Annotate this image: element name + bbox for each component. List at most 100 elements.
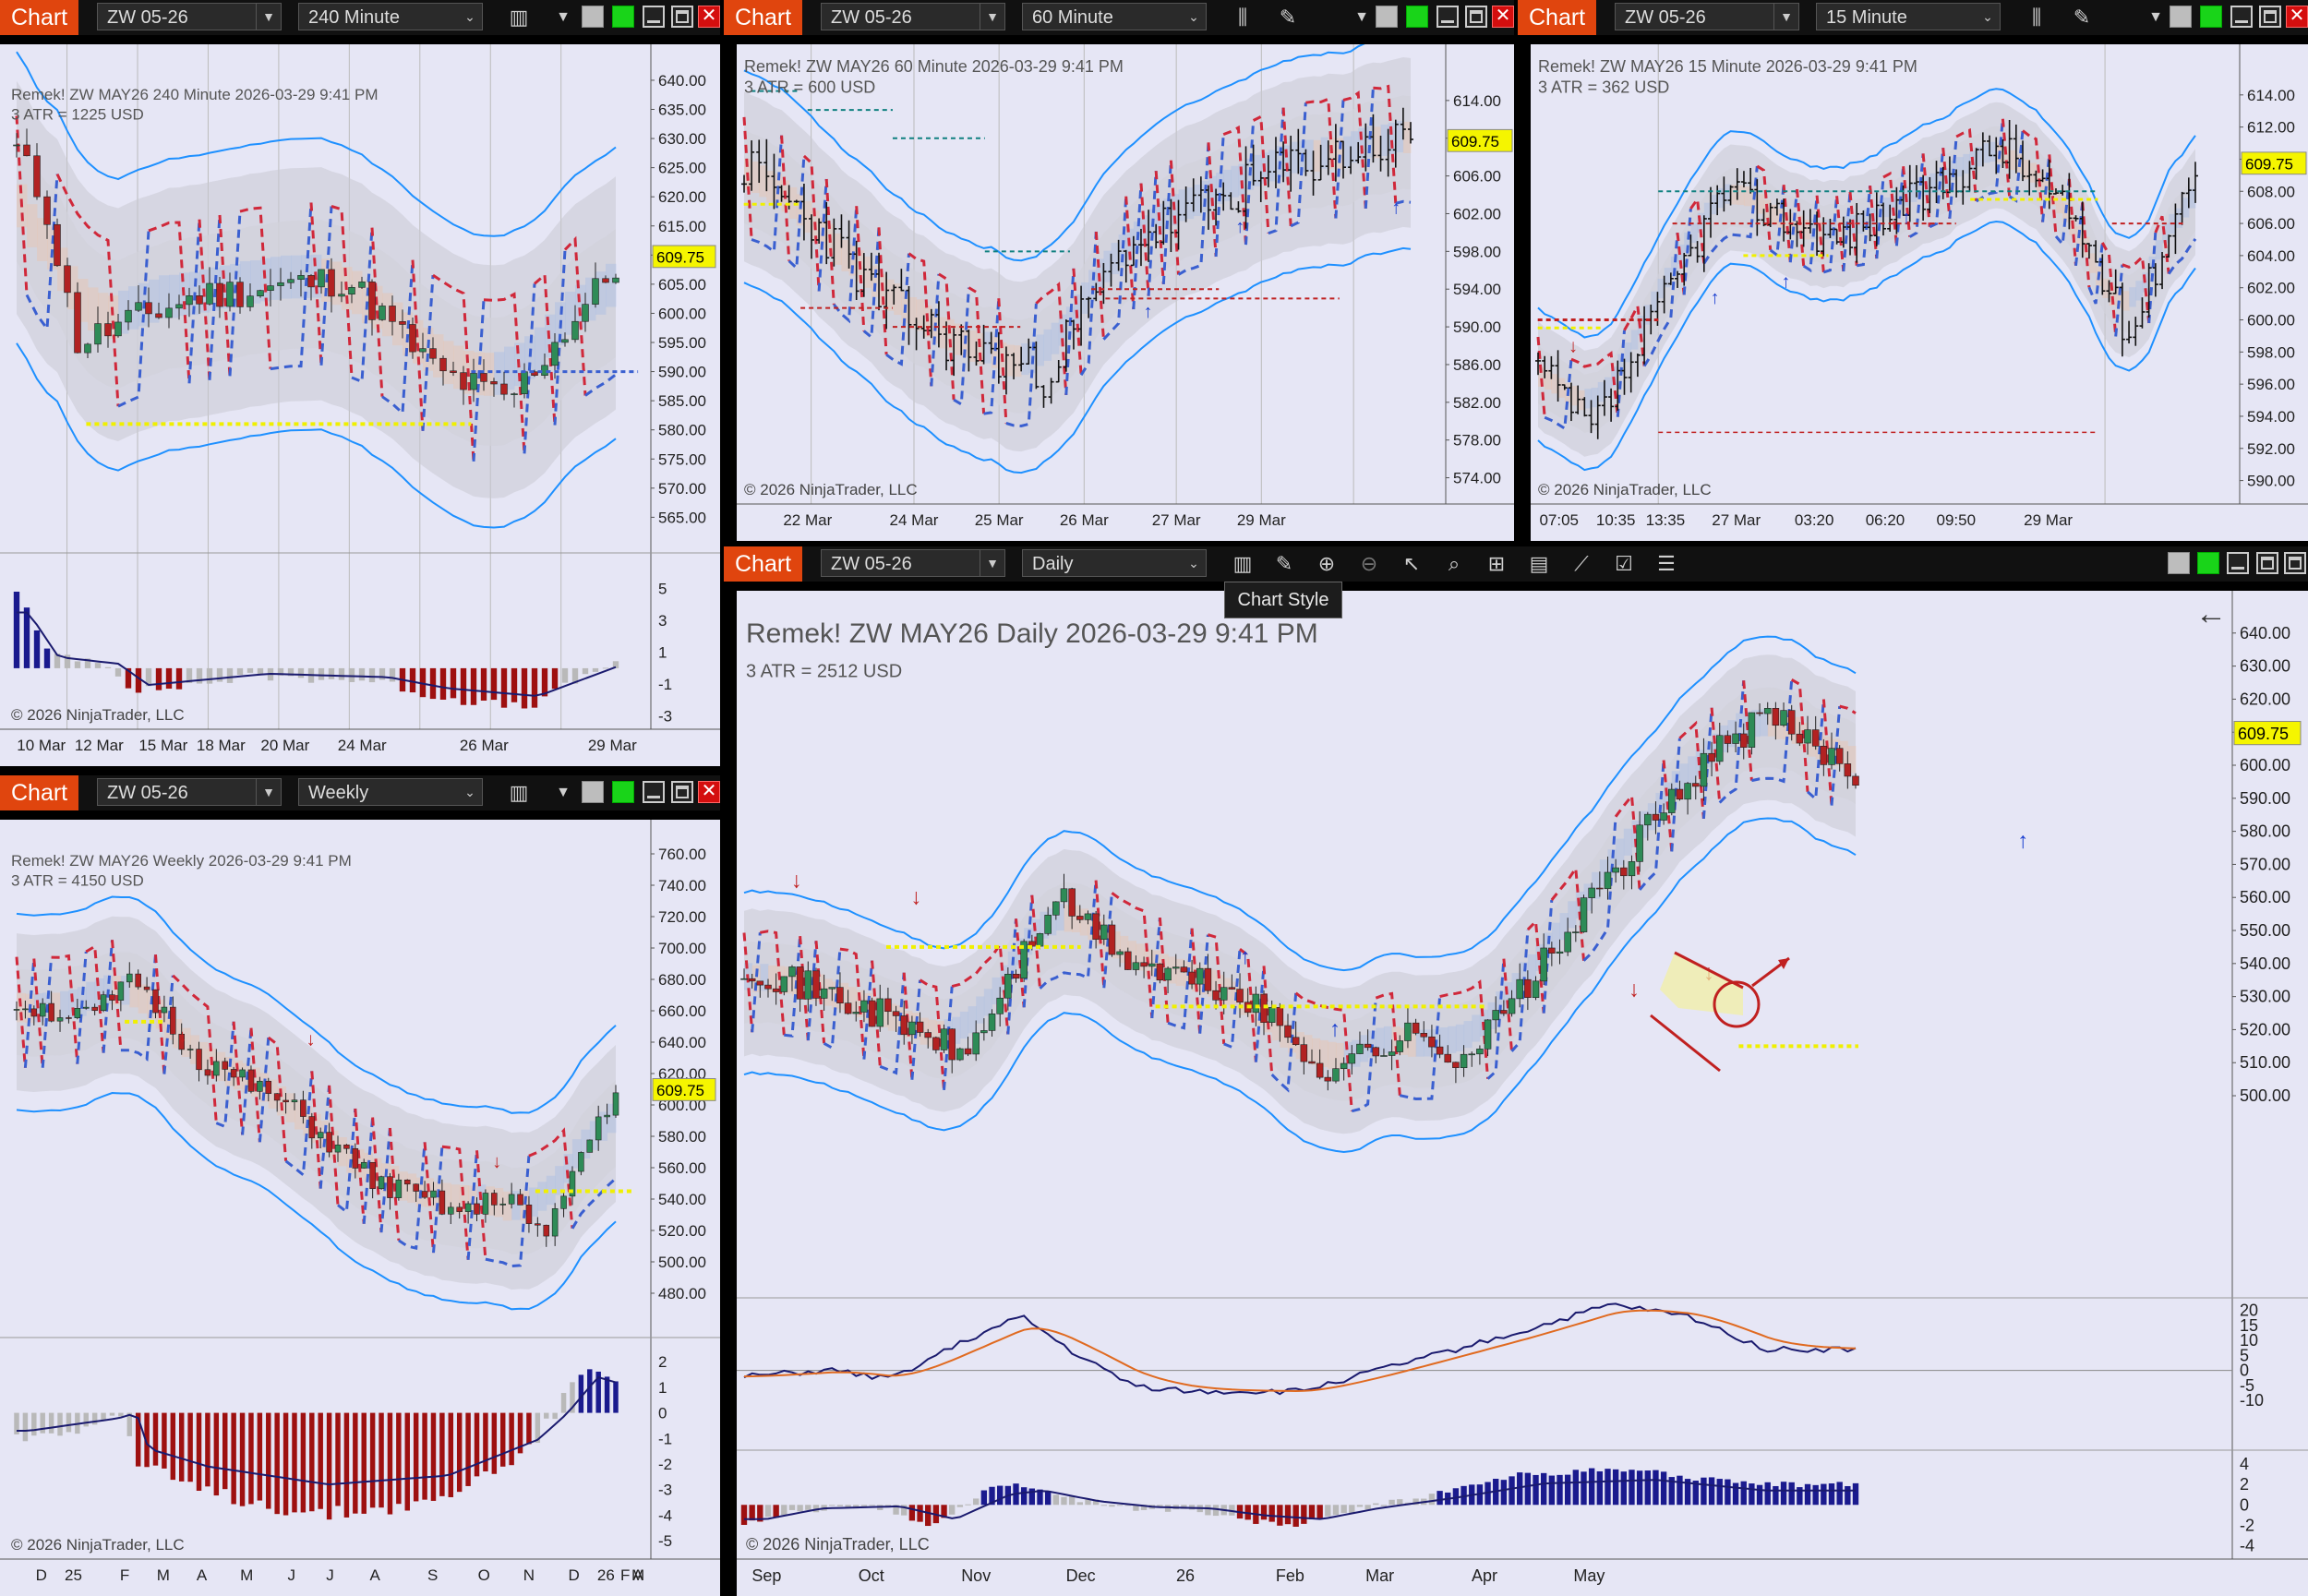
close-button[interactable]: ✕ bbox=[698, 6, 720, 28]
chevron-down-icon[interactable]: ▼ bbox=[1773, 4, 1798, 30]
chevron-down-icon[interactable]: ⌄ bbox=[464, 785, 475, 799]
upper-band-line bbox=[1537, 88, 2196, 339]
drawing-tool-icon[interactable]: ✎ bbox=[1275, 552, 1293, 575]
dropdown-arrow-icon[interactable]: ▼ bbox=[2148, 9, 2163, 25]
trend-cloud bbox=[425, 1178, 434, 1207]
link-gray-button[interactable] bbox=[1376, 6, 1398, 28]
maximize-button[interactable] bbox=[2256, 552, 2278, 574]
link-green-button[interactable] bbox=[612, 781, 634, 803]
chart-style-icon[interactable]: ⫼ bbox=[2031, 6, 2042, 29]
link-gray-button[interactable] bbox=[582, 781, 604, 803]
trailing-stop-line bbox=[1830, 705, 1842, 806]
trend-cloud bbox=[1264, 1005, 1273, 1033]
close-button[interactable]: ✕ bbox=[1492, 6, 1514, 28]
dropdown-arrow-icon[interactable]: ▼ bbox=[556, 785, 571, 800]
oscillator-bar bbox=[1133, 1505, 1139, 1511]
pointer-icon[interactable]: ↖ bbox=[1402, 552, 1421, 575]
price-chart[interactable]: ↓ ↓ ↓ 760.00 740.00 720.00 700.00 680.00 660.00 6… bbox=[0, 820, 720, 1596]
minimize-button[interactable] bbox=[2230, 6, 2253, 28]
price-axis-label: 640.00 bbox=[658, 1034, 706, 1051]
interval-selector[interactable]: Daily ⌄ bbox=[1022, 549, 1207, 577]
chart-style-icon[interactable]: ▥ bbox=[509, 6, 529, 29]
chart-menu-button[interactable]: Chart bbox=[724, 546, 803, 582]
maximize-button[interactable] bbox=[2259, 6, 2281, 28]
indicators-icon[interactable]: ▤ bbox=[1529, 552, 1549, 575]
instrument-selector[interactable]: ZW 05-26 ▼ bbox=[821, 549, 1005, 577]
link-gray-button[interactable] bbox=[582, 6, 604, 28]
close-button[interactable]: ✕ bbox=[698, 781, 720, 803]
chart-menu-button[interactable]: Chart bbox=[0, 0, 79, 35]
trend-cloud bbox=[1520, 962, 1529, 990]
maximize-button[interactable] bbox=[671, 6, 693, 28]
link-green-button[interactable] bbox=[2197, 552, 2219, 574]
zoom-out-icon[interactable]: ⊖ bbox=[1360, 552, 1378, 575]
drawing-tool-icon[interactable]: ✎ bbox=[1279, 6, 1297, 29]
trend-cloud bbox=[1963, 153, 1970, 174]
price-axis-label: 540.00 bbox=[2240, 954, 2290, 973]
zoom-in-icon[interactable]: ⊕ bbox=[1317, 552, 1336, 575]
candle bbox=[1660, 812, 1667, 821]
instrument-selector[interactable]: ZW 05-26 ▼ bbox=[97, 3, 282, 30]
maximize-button[interactable] bbox=[671, 781, 693, 803]
trend-cloud bbox=[494, 1187, 504, 1218]
oscillator-bar bbox=[1028, 1488, 1036, 1506]
interval-selector[interactable]: 60 Minute ⌄ bbox=[1022, 3, 1207, 30]
chart-style-icon[interactable]: ⫼ bbox=[1237, 6, 1248, 29]
oscillator-bar bbox=[439, 1412, 445, 1496]
chevron-down-icon[interactable]: ⌄ bbox=[1982, 9, 1993, 24]
data-box-icon[interactable]: ⌕ bbox=[1448, 552, 1461, 575]
interval-selector[interactable]: Weekly ⌄ bbox=[298, 778, 483, 806]
price-axis-label: 574.00 bbox=[1453, 470, 1501, 487]
strategies-icon[interactable]: ⟋ bbox=[1574, 552, 1589, 575]
trailing-stop-line bbox=[432, 273, 475, 462]
minimize-button[interactable] bbox=[643, 781, 665, 803]
chart-style-icon[interactable]: ▥ bbox=[509, 781, 529, 804]
chart-style-icon[interactable]: ▥ bbox=[1232, 552, 1253, 575]
chevron-down-icon[interactable]: ▼ bbox=[256, 4, 281, 30]
time-axis-label: 10 Mar bbox=[17, 737, 66, 754]
trailing-stop-line bbox=[1510, 929, 1530, 1052]
price-chart[interactable]: ↑↑↑614.00610.00606.00602.00598.00594.005… bbox=[737, 44, 1514, 541]
templates-icon[interactable]: ☑ bbox=[1615, 552, 1633, 575]
candle bbox=[100, 994, 107, 1012]
minimize-button[interactable] bbox=[643, 6, 665, 28]
link-gray-button[interactable] bbox=[2170, 6, 2192, 28]
price-chart[interactable]: ↓↓↓↓↑↑↑640.00630.00620.00610.00600.00590… bbox=[737, 591, 2308, 1596]
dropdown-arrow-icon[interactable]: ▼ bbox=[1354, 9, 1369, 25]
close-button[interactable]: ✕ bbox=[2286, 6, 2308, 28]
oscillator-bar bbox=[114, 667, 122, 677]
chevron-down-icon[interactable]: ⌄ bbox=[1188, 9, 1199, 24]
instrument-selector[interactable]: ZW 05-26 ▼ bbox=[821, 3, 1005, 30]
link-gray-button[interactable] bbox=[2168, 552, 2190, 574]
chevron-down-icon[interactable]: ▼ bbox=[256, 779, 281, 805]
link-green-button[interactable] bbox=[2200, 6, 2222, 28]
instrument-selector[interactable]: ZW 05-26 ▼ bbox=[1615, 3, 1799, 30]
interval-selector[interactable]: 15 Minute ⌄ bbox=[1816, 3, 2001, 30]
candle bbox=[1532, 980, 1540, 998]
drawing-tool-icon[interactable]: ✎ bbox=[2073, 6, 2091, 29]
chart-menu-button[interactable]: Chart bbox=[1518, 0, 1597, 35]
chevron-down-icon[interactable]: ▼ bbox=[980, 4, 1004, 30]
candle bbox=[1715, 735, 1724, 762]
chart-menu-button[interactable]: Chart bbox=[0, 775, 79, 810]
restore-button[interactable] bbox=[2284, 552, 2306, 574]
pennant-annotation bbox=[1650, 951, 1790, 1073]
chevron-down-icon[interactable]: ⌄ bbox=[1188, 556, 1199, 570]
dropdown-arrow-icon[interactable]: ▼ bbox=[556, 9, 571, 25]
chevron-down-icon[interactable]: ▼ bbox=[980, 550, 1004, 576]
minimize-button[interactable] bbox=[1436, 6, 1459, 28]
trailing-stop-line bbox=[1835, 196, 1845, 272]
price-chart[interactable]: ↓↑↑↑614.00612.00610.00608.00606.00604.00… bbox=[1531, 44, 2308, 541]
minimize-button[interactable] bbox=[2227, 552, 2249, 574]
oscillator-bar bbox=[348, 667, 355, 682]
price-chart[interactable]: 640.00635.00630.00625.00620.00615.00610.… bbox=[0, 44, 720, 766]
chevron-down-icon[interactable]: ⌄ bbox=[464, 9, 475, 24]
chart-menu-button[interactable]: Chart bbox=[724, 0, 803, 35]
link-green-button[interactable] bbox=[1406, 6, 1428, 28]
instrument-selector[interactable]: ZW 05-26 ▼ bbox=[97, 778, 282, 806]
list-icon[interactable]: ☰ bbox=[1657, 552, 1676, 575]
link-green-button[interactable] bbox=[612, 6, 634, 28]
interval-selector[interactable]: 240 Minute ⌄ bbox=[298, 3, 483, 30]
properties-icon[interactable]: ⊞ bbox=[1487, 552, 1506, 575]
maximize-button[interactable] bbox=[1465, 6, 1487, 28]
